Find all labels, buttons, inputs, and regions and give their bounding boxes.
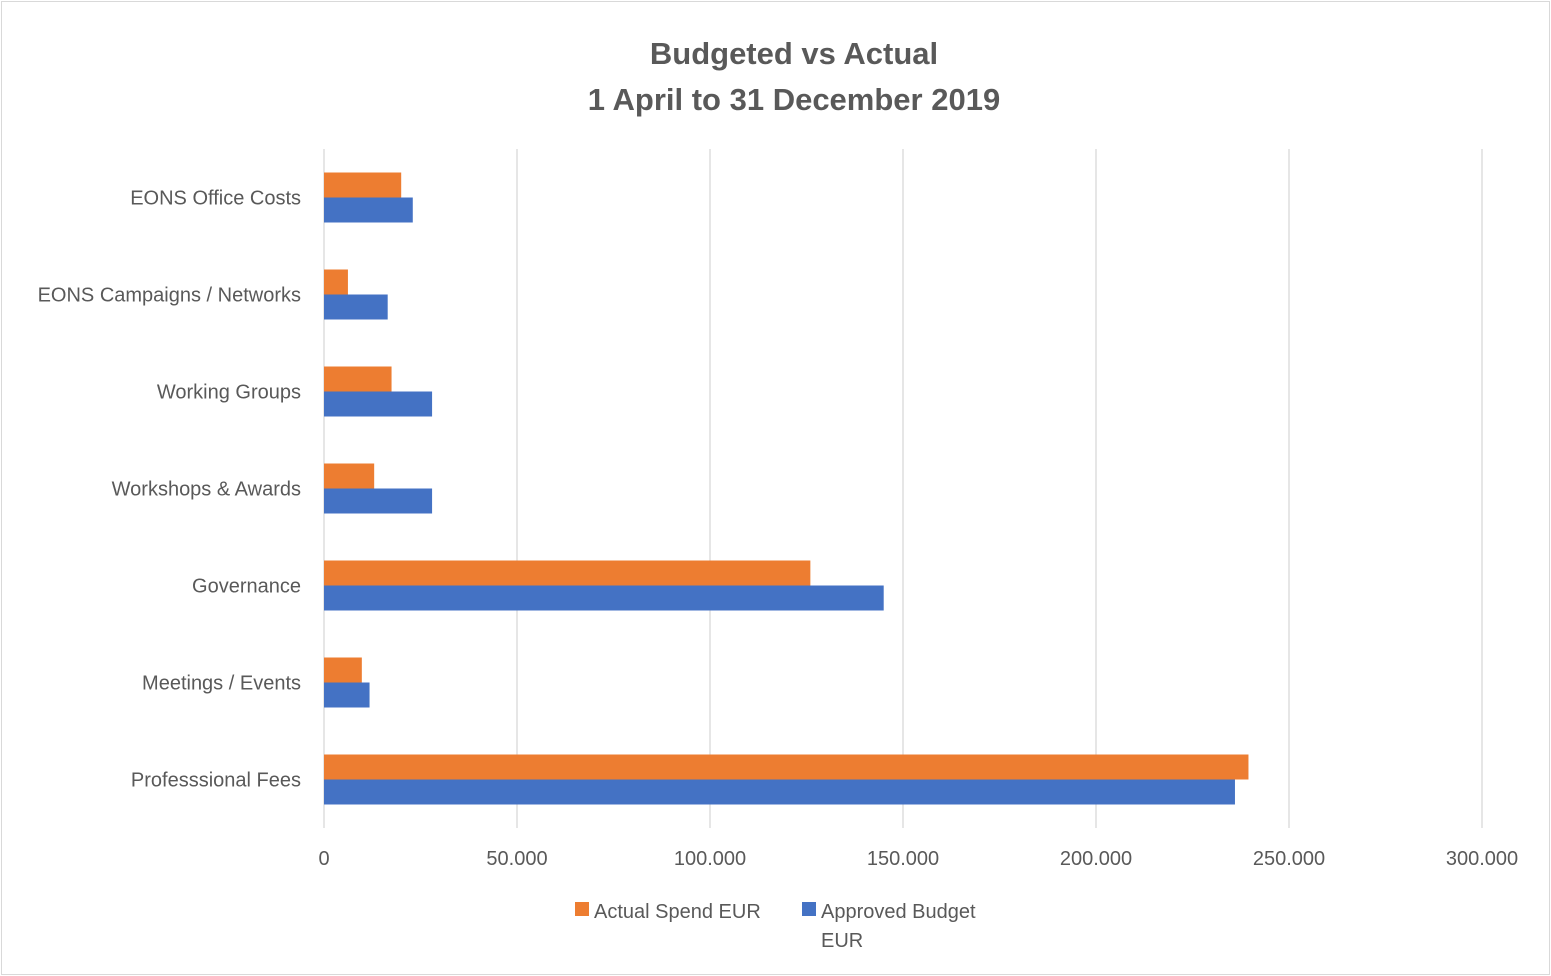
legend-swatch: [802, 902, 816, 916]
legend-swatch: [575, 902, 589, 916]
legend-label: Actual Spend EUR: [594, 901, 761, 923]
bar-actual-spend: [324, 754, 1249, 780]
x-tick-label: 250.000: [1253, 848, 1325, 870]
bar-actual-spend: [324, 366, 392, 392]
bar-actual-spend: [324, 657, 362, 683]
category-label: EONS Office Costs: [130, 188, 301, 210]
x-tick-label: 150.000: [867, 848, 939, 870]
category-label: Governance: [192, 576, 301, 598]
x-axis-tick-labels: 0 50.000 100.000 150.000 200.000 250.000 300.0…: [318, 848, 1518, 870]
bar-approved-budget: [324, 391, 433, 417]
legend-label: Approved Budget: [821, 901, 976, 923]
chart-title-line-2: 1 April to 31 December 2019: [588, 82, 1000, 117]
bar-approved-budget: [324, 779, 1235, 805]
x-tick-label: 100.000: [674, 848, 746, 870]
bar-approved-budget: [324, 488, 433, 514]
category-label: Professsional Fees: [131, 770, 301, 792]
legend: Actual Spend EUR Approved Budget EUR: [575, 901, 976, 952]
x-tick-label: 50.000: [486, 848, 547, 870]
bars: [324, 172, 1249, 805]
gridlines: [323, 149, 1483, 828]
x-tick-label: 0: [318, 848, 329, 870]
category-label: Workshops & Awards: [112, 479, 301, 501]
x-tick-label: 300.000: [1446, 848, 1518, 870]
bar-approved-budget: [324, 197, 413, 223]
chart-title: Budgeted vs Actual 1 April to 31 Decembe…: [588, 36, 1000, 117]
x-tick-label: 200.000: [1060, 848, 1132, 870]
category-labels: EONS Office Costs EONS Campaigns / Networ…: [38, 188, 301, 792]
legend-label: EUR: [821, 930, 863, 952]
bar-actual-spend: [324, 560, 811, 586]
bar-actual-spend: [324, 172, 402, 198]
bar-actual-spend: [324, 269, 348, 295]
bar-approved-budget: [324, 585, 884, 611]
bar-actual-spend: [324, 463, 375, 489]
bar-approved-budget: [324, 682, 370, 708]
chart-title-line-1: Budgeted vs Actual: [650, 36, 938, 71]
bar-approved-budget: [324, 294, 388, 320]
category-label: Working Groups: [157, 382, 301, 404]
category-label: Meetings / Events: [142, 673, 301, 695]
category-label: EONS Campaigns / Networks: [38, 285, 301, 307]
